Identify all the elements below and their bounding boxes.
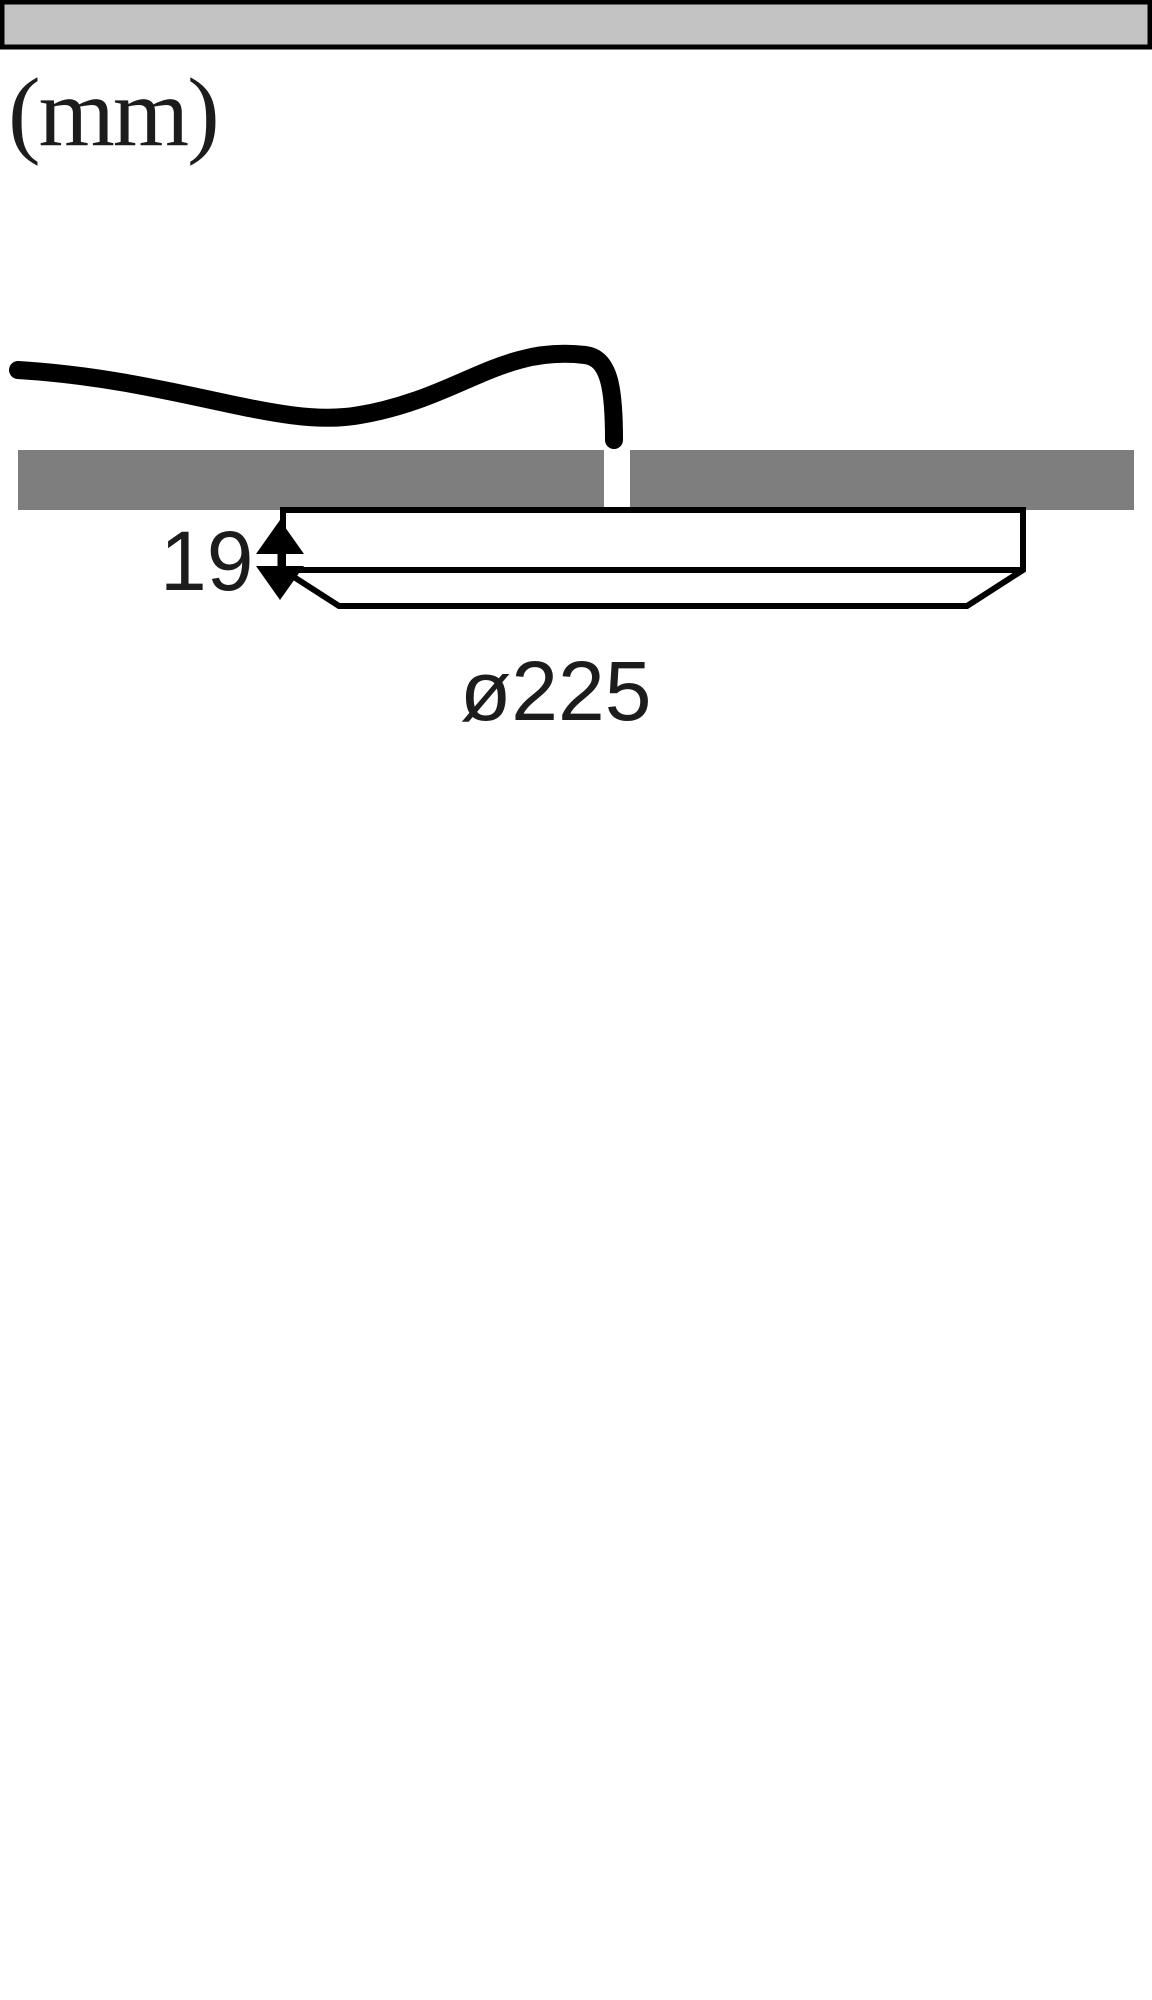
depth-label: 19	[160, 514, 253, 608]
mount-bar-right	[630, 450, 1134, 510]
panel-outline	[283, 510, 1023, 606]
unit-label: (mm)	[8, 59, 218, 167]
diameter-label: ø225	[460, 644, 651, 738]
mount-bar-left	[18, 450, 604, 510]
cable	[18, 354, 614, 440]
